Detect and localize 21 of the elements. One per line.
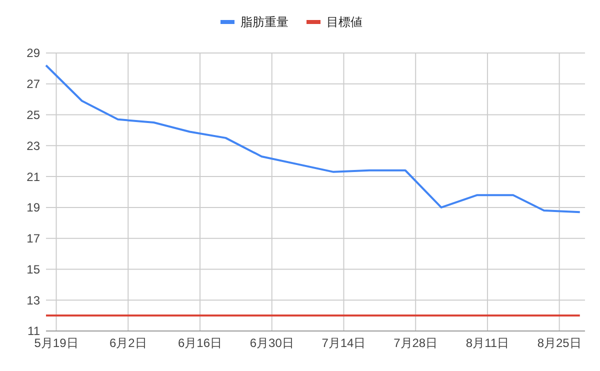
y-tick-label: 13 xyxy=(26,293,40,308)
legend-label: 脂肪重量 xyxy=(240,15,288,29)
line-series xyxy=(45,64,581,214)
x-tick-label: 6月30日 xyxy=(250,336,294,350)
y-tick-label: 11 xyxy=(28,324,40,338)
legend-label: 目標値 xyxy=(326,15,362,29)
x-tick-label: 7月14日 xyxy=(322,336,366,350)
x-tick-label: 8月25日 xyxy=(537,336,582,350)
x-tick-label: 6月2日 xyxy=(109,336,147,350)
y-tick-label: 15 xyxy=(26,262,40,276)
x-tick-label: 8月11日 xyxy=(466,336,510,350)
x-tick-label: 5月19日 xyxy=(34,336,78,350)
y-tick-label: 19 xyxy=(26,200,40,215)
y-tick-label: 21 xyxy=(26,170,40,184)
y-tick-label: 27 xyxy=(26,77,40,92)
y-tick-label: 23 xyxy=(26,138,40,153)
y-tick-label: 29 xyxy=(26,46,40,60)
x-tick-label: 6月16日 xyxy=(178,336,222,350)
y-tick-label: 25 xyxy=(26,108,40,122)
x-tick-label: 7月28日 xyxy=(394,336,438,350)
y-tick-label: 17 xyxy=(26,232,40,246)
